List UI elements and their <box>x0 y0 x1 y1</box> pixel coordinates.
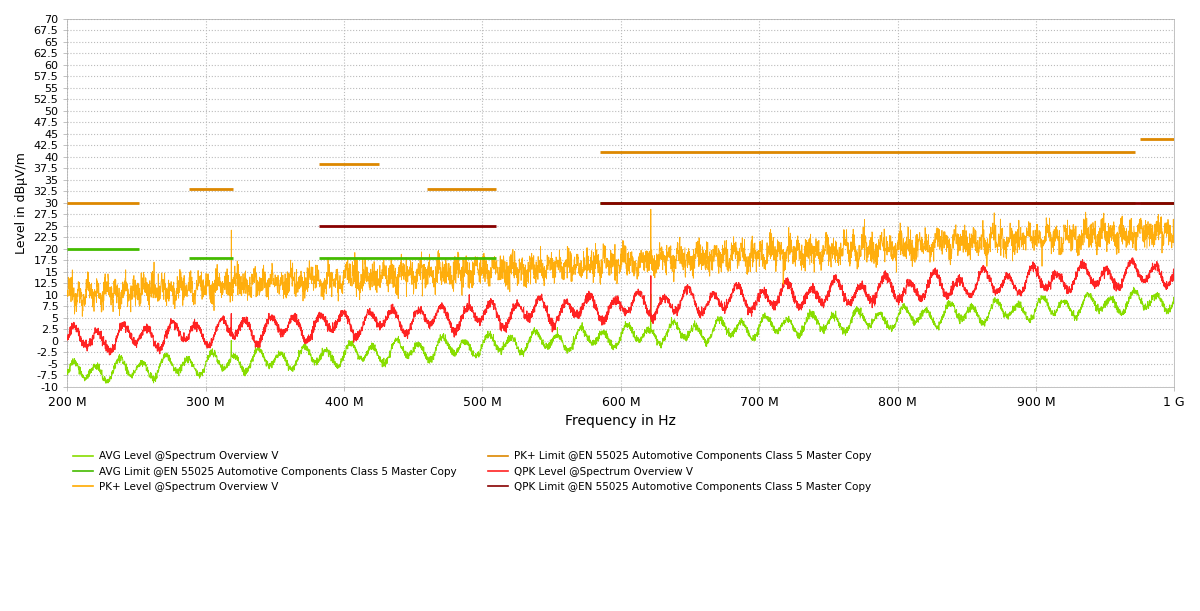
Y-axis label: Level in dBµV/m: Level in dBµV/m <box>14 152 28 254</box>
Legend: AVG Level @Spectrum Overview V, AVG Limit @EN 55025 Automotive Components Class : AVG Level @Spectrum Overview V, AVG Limi… <box>73 452 871 492</box>
X-axis label: Frequency in Hz: Frequency in Hz <box>565 414 677 428</box>
